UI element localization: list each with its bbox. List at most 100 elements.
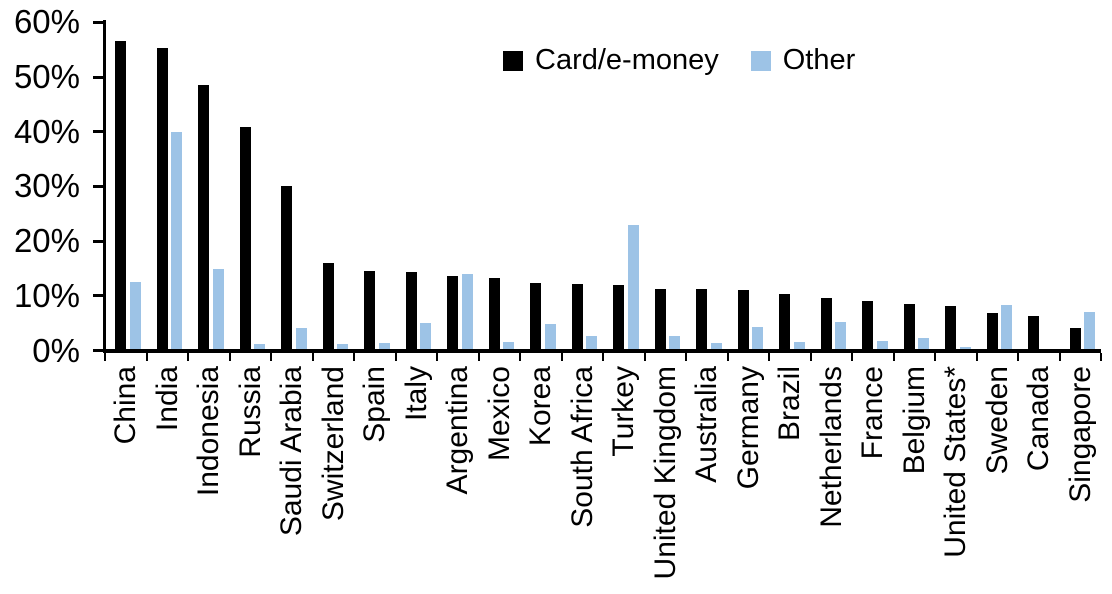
x-tick-mark — [726, 353, 729, 361]
bar-card-e-money-indonesia — [198, 85, 209, 349]
x-tick-mark — [1017, 353, 1019, 361]
y-tick-label-40: 40% — [13, 112, 80, 150]
x-label-spain: Spain — [358, 366, 392, 443]
bar-other-australia — [710, 343, 722, 349]
bar-card-e-money-netherlands — [820, 298, 832, 349]
bar-other-switzerland — [337, 344, 348, 349]
bar-card-e-money-turkey — [613, 285, 624, 349]
bar-other-belgium — [918, 338, 929, 349]
bar-card-e-money-spain — [364, 271, 375, 349]
bar-card-e-money-australia — [696, 289, 707, 349]
x-label-india: India — [150, 366, 184, 432]
x-tick-mark — [1100, 353, 1102, 361]
bar-other-mexico — [503, 342, 514, 349]
y-tick-label-20: 20% — [13, 222, 80, 260]
bar-other-brazil — [793, 342, 805, 349]
bar-other-indonesia — [212, 269, 224, 349]
x-tick-mark — [394, 353, 397, 361]
x-label-indonesia: Indonesia — [192, 366, 226, 497]
bar-other-india — [171, 132, 182, 349]
x-label-belgium: Belgium — [897, 366, 931, 475]
bar-card-e-money-italy — [405, 272, 417, 349]
bar-card-e-money-korea — [530, 283, 541, 349]
x-tick-mark — [643, 353, 646, 361]
bar-other-germany — [752, 327, 763, 349]
x-tick-mark — [519, 353, 521, 361]
x-label-korea: Korea — [524, 366, 558, 447]
bar-card-e-money-russia — [239, 127, 251, 349]
bar-other-united-kingdom — [669, 336, 680, 349]
x-tick-mark — [809, 353, 812, 361]
y-tick-mark-60 — [93, 20, 104, 24]
x-tick-mark — [104, 353, 106, 361]
x-tick-mark — [228, 353, 231, 361]
x-tick-mark — [892, 353, 895, 361]
bar-card-e-money-canada — [1028, 316, 1039, 349]
bar-card-e-money-sweden — [986, 313, 998, 349]
bar-card-e-money-singapore — [1069, 328, 1081, 349]
bar-other-france — [876, 341, 888, 349]
bar-other-turkey — [627, 225, 639, 349]
legend-swatch-other — [750, 50, 771, 71]
bar-card-e-money-united-states — [945, 306, 956, 349]
x-tick-mark — [187, 353, 189, 361]
y-tick-label-50: 50% — [13, 58, 80, 95]
bar-card-e-money-argentina — [447, 276, 458, 349]
x-tick-mark — [934, 353, 936, 361]
x-tick-mark — [975, 353, 978, 361]
x-label-united-kingdom: United Kingdom — [648, 366, 682, 580]
bar-card-e-money-brazil — [779, 294, 790, 349]
x-label-saudi-arabia: Saudi Arabia — [275, 366, 309, 537]
x-axis-line — [103, 349, 1101, 353]
x-tick-mark — [560, 353, 563, 361]
bar-card-e-money-china — [115, 41, 126, 349]
x-label-canada: Canada — [1022, 366, 1056, 472]
y-tick-label-30: 30% — [13, 167, 80, 205]
x-tick-mark — [685, 353, 687, 361]
x-label-singapore: Singapore — [1063, 366, 1097, 503]
y-tick-mark-0 — [93, 349, 104, 352]
x-tick-mark — [145, 353, 148, 361]
y-tick-mark-30 — [93, 184, 104, 188]
x-tick-mark — [436, 353, 438, 361]
bar-card-e-money-belgium — [903, 304, 915, 349]
x-label-germany: Germany — [731, 366, 765, 490]
y-tick-label-0: 0% — [32, 331, 80, 369]
x-label-sweden: Sweden — [980, 366, 1014, 475]
x-tick-mark — [602, 353, 604, 361]
bar-other-argentina — [461, 274, 473, 349]
x-label-turkey: Turkey — [607, 366, 641, 457]
bar-other-china — [129, 282, 141, 349]
y-tick-mark-20 — [93, 239, 104, 243]
bar-card-e-money-france — [862, 301, 873, 349]
x-label-switzerland: Switzerland — [316, 366, 350, 522]
x-label-russia: Russia — [233, 366, 267, 458]
x-tick-mark — [353, 353, 355, 361]
bar-other-russia — [254, 344, 265, 349]
x-label-china: China — [109, 366, 143, 445]
bar-card-e-money-united-kingdom — [654, 289, 666, 349]
bar-other-south-africa — [586, 336, 597, 349]
x-label-netherlands: Netherlands — [814, 366, 848, 528]
x-tick-mark — [851, 353, 853, 361]
bar-card-e-money-india — [156, 48, 168, 349]
legend-label-card-e-money: Card/e-money — [535, 44, 719, 76]
bar-other-korea — [544, 324, 556, 349]
y-tick-mark-10 — [93, 294, 104, 298]
y-tick-mark-40 — [93, 130, 104, 134]
y-axis-line — [103, 20, 106, 351]
x-label-south-africa: South Africa — [565, 366, 599, 528]
x-label-united-states: United States* — [939, 366, 973, 558]
x-tick-mark — [311, 353, 314, 361]
legend-item-other: Other — [750, 46, 855, 75]
x-tick-mark — [270, 353, 272, 361]
y-tick-mark-50 — [93, 75, 104, 79]
x-label-mexico: Mexico — [482, 366, 516, 462]
legend-swatch-card-e-money — [503, 50, 523, 71]
bar-other-singapore — [1084, 312, 1095, 349]
bar-other-sweden — [1001, 305, 1012, 349]
y-tick-label-10: 10% — [13, 276, 80, 314]
bar-other-netherlands — [835, 322, 846, 349]
bar-other-spain — [378, 343, 390, 349]
